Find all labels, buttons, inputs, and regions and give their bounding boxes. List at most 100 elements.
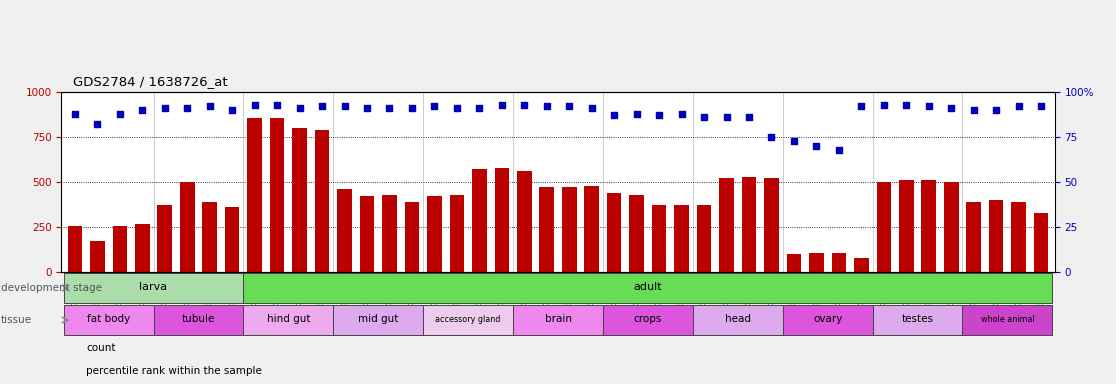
Bar	[202, 202, 217, 272]
Bar	[270, 118, 285, 272]
Text: fat body: fat body	[87, 314, 131, 324]
Point	[156, 105, 174, 111]
Point	[314, 103, 331, 109]
Point	[471, 105, 489, 111]
Bar	[652, 205, 666, 272]
Point	[762, 134, 780, 140]
Bar	[562, 187, 577, 272]
Point	[740, 114, 758, 120]
Bar	[809, 253, 824, 272]
Bar	[423, 305, 513, 336]
Text: brain: brain	[545, 314, 571, 324]
Bar	[764, 179, 779, 272]
Bar	[315, 130, 329, 272]
Point	[673, 111, 691, 117]
Bar	[243, 305, 334, 336]
Bar	[899, 180, 914, 272]
Text: ovary: ovary	[812, 314, 843, 324]
Point	[246, 102, 263, 108]
Bar	[180, 182, 194, 272]
Point	[268, 102, 286, 108]
Bar	[603, 305, 693, 336]
Bar	[68, 226, 83, 272]
Bar	[742, 177, 757, 272]
Point	[583, 105, 600, 111]
Text: testes: testes	[902, 314, 934, 324]
Bar	[607, 193, 622, 272]
Bar	[224, 207, 240, 272]
Bar	[873, 305, 962, 336]
Point	[133, 107, 151, 113]
Text: larva: larva	[140, 283, 167, 293]
Text: hind gut: hind gut	[267, 314, 310, 324]
Bar	[674, 205, 689, 272]
Bar	[787, 254, 801, 272]
Text: development stage: development stage	[1, 283, 103, 293]
Bar	[989, 200, 1003, 272]
Point	[179, 105, 196, 111]
Point	[830, 147, 848, 153]
Bar	[292, 128, 307, 272]
Bar	[382, 195, 397, 272]
Point	[627, 111, 645, 117]
Point	[718, 114, 735, 120]
Point	[920, 103, 937, 109]
Bar	[539, 187, 554, 272]
Bar	[922, 180, 936, 272]
Point	[965, 107, 983, 113]
Bar	[405, 202, 420, 272]
Bar	[113, 226, 127, 272]
Point	[290, 105, 308, 111]
Bar	[1011, 202, 1026, 272]
Point	[448, 105, 465, 111]
Point	[425, 103, 443, 109]
Text: tissue: tissue	[1, 315, 32, 325]
Point	[201, 103, 219, 109]
Bar	[64, 305, 154, 336]
Point	[1032, 103, 1050, 109]
Point	[875, 102, 893, 108]
Point	[516, 102, 533, 108]
Bar	[585, 186, 599, 272]
Text: percentile rank within the sample: percentile rank within the sample	[86, 366, 262, 376]
Point	[493, 102, 511, 108]
Point	[897, 102, 915, 108]
Point	[808, 143, 826, 149]
Text: tubule: tubule	[182, 314, 215, 324]
Bar	[719, 179, 734, 272]
Text: GDS2784 / 1638726_at: GDS2784 / 1638726_at	[73, 75, 228, 88]
Bar	[337, 189, 352, 272]
Point	[785, 137, 802, 144]
Bar	[427, 197, 442, 272]
Bar	[876, 182, 892, 272]
Bar	[334, 305, 423, 336]
Bar	[629, 195, 644, 272]
Point	[695, 114, 713, 120]
Bar	[962, 305, 1052, 336]
Bar	[154, 305, 243, 336]
Point	[942, 105, 960, 111]
Point	[66, 111, 84, 117]
Bar	[944, 182, 959, 272]
Text: accessory gland: accessory gland	[435, 315, 501, 324]
Bar	[243, 273, 1052, 303]
Point	[1010, 103, 1028, 109]
Text: mid gut: mid gut	[358, 314, 398, 324]
Bar	[67, 27, 81, 173]
Point	[358, 105, 376, 111]
Point	[560, 103, 578, 109]
Bar	[90, 242, 105, 272]
Point	[538, 103, 556, 109]
Point	[403, 105, 421, 111]
Bar	[248, 118, 262, 272]
Bar	[854, 258, 868, 272]
Bar	[359, 197, 374, 272]
Bar	[831, 253, 846, 272]
Bar	[157, 205, 172, 272]
Text: head: head	[724, 314, 751, 324]
Bar	[472, 169, 487, 272]
Point	[381, 105, 398, 111]
Bar	[67, 180, 81, 326]
Point	[988, 107, 1006, 113]
Text: crops: crops	[634, 314, 662, 324]
